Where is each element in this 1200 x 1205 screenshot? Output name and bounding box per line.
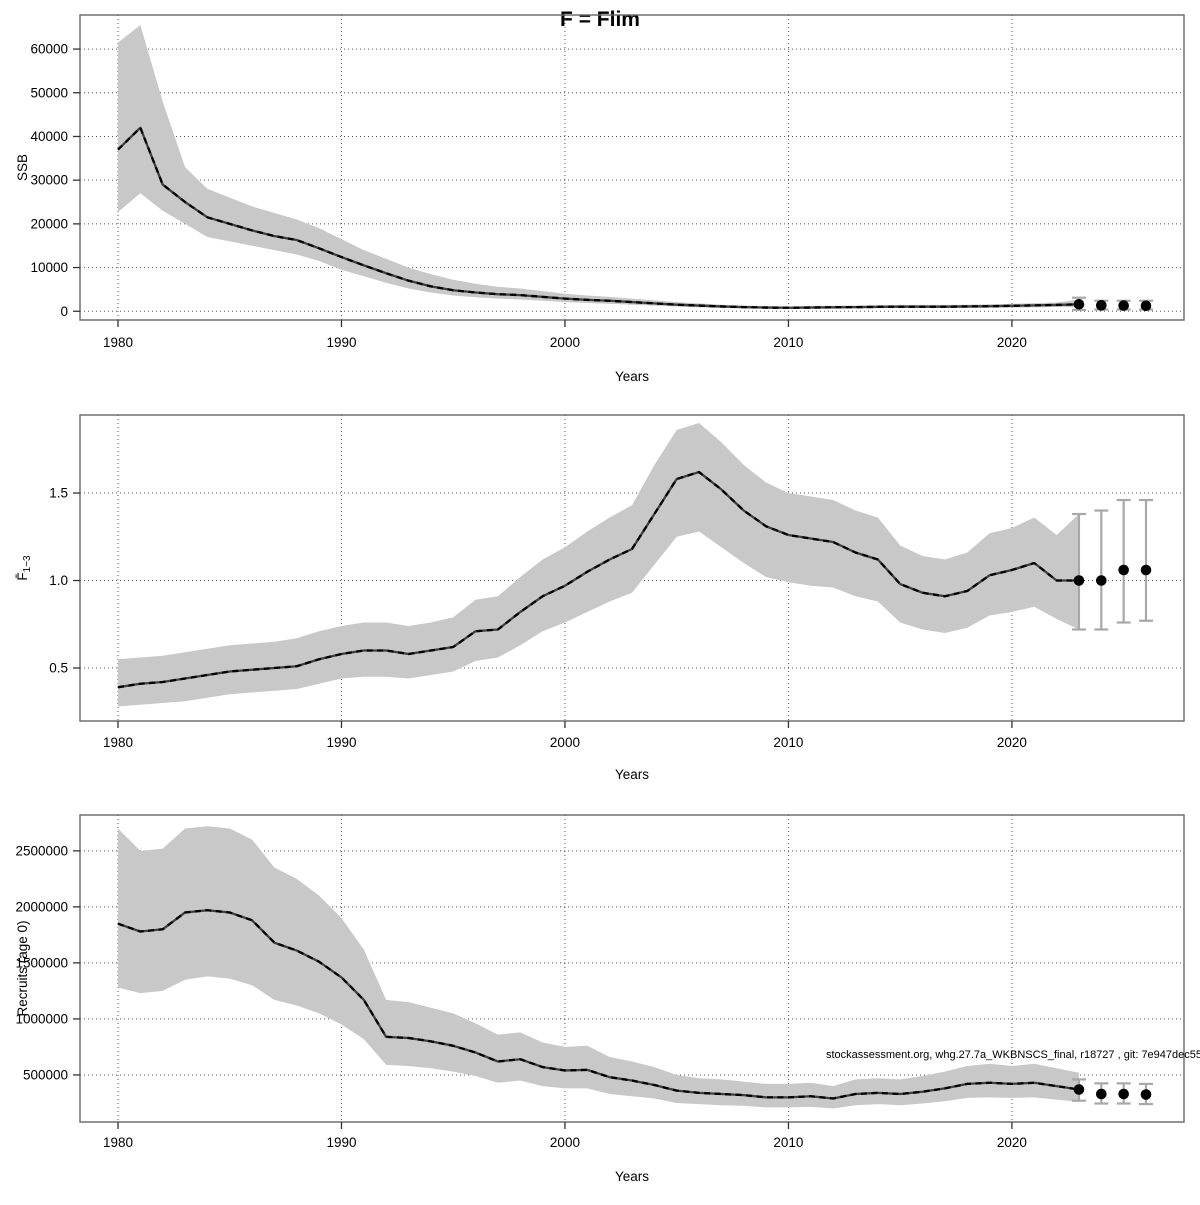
forecast-point [1140, 564, 1152, 576]
forecast-point [1118, 564, 1129, 576]
x-tick-label: 2000 [550, 335, 580, 350]
plot-box [79, 814, 1185, 1123]
x-tick-label: 1990 [326, 735, 356, 750]
x-tick-label: 2010 [773, 735, 803, 750]
forecast-point [1096, 575, 1107, 586]
plot-box [79, 14, 1185, 321]
ssb-panel-plot-area: 1980 1990 2000 2010 2020 0 10000 20000 30000 4000… [30, 14, 1185, 350]
x-tick-label: 1990 [326, 335, 356, 350]
y-tick-label: 50000 [30, 85, 68, 100]
figure-title: F = Flim [560, 8, 640, 31]
x-tick-label: 2020 [997, 735, 1027, 750]
median-line-dashes [117, 470, 1079, 689]
y-tick-label: 40000 [30, 129, 68, 144]
ssb-x-axis-label: Years [615, 369, 649, 384]
forecast-point [1118, 300, 1129, 311]
forecast-point [1073, 298, 1085, 310]
y-tick-label: 1.5 [49, 486, 68, 501]
confidence-band [117, 25, 1079, 309]
forecast-point [1140, 1089, 1152, 1100]
x-tick-label: 2020 [997, 1135, 1027, 1150]
x-tick-label: 2020 [997, 335, 1027, 350]
y-tick-label: 60000 [30, 42, 68, 57]
fbar-x-axis-label: Years [615, 767, 649, 782]
y-tick-label: 2500000 [15, 843, 68, 858]
fbar-label-main: F̄ [15, 572, 30, 580]
y-tick-label: 1500000 [15, 955, 68, 970]
confidence-band [117, 826, 1079, 1109]
forecast-point [1118, 1088, 1129, 1100]
fbar-y-axis-label: F̄1−3 [15, 555, 33, 581]
stockassessment-annotation: stockassessment.org, whg.27.7a_WKBNSCS_f… [826, 1049, 1200, 1061]
plot-box [79, 414, 1185, 722]
recruits-y-axis-label: Recruits (age 0) [15, 920, 30, 1016]
forecast-point [1096, 1088, 1107, 1100]
recruits-panel-plot-area: 1980 1990 2000 2010 2020 500000 1000000 1500000… [15, 814, 1185, 1150]
forecast-point [1140, 300, 1152, 312]
x-tick-label: 2000 [550, 1135, 580, 1150]
y-tick-label: 500000 [23, 1067, 68, 1082]
x-tick-label: 2010 [773, 335, 803, 350]
recruits-panel: 1980 1990 2000 2010 2020 500000 1000000 1500000… [15, 814, 1185, 1184]
x-tick-label: 2000 [550, 735, 580, 750]
median-line-dashes [117, 126, 1079, 309]
x-tick-label: 1980 [103, 1135, 133, 1150]
y-tick-label: 1000000 [15, 1011, 68, 1026]
y-tick-label: 0 [60, 304, 68, 319]
ssb-y-axis-label: SSB [15, 154, 30, 181]
fbar-panel-plot-area: 1980 1990 2000 2010 2020 0.5 1.0 1.5 [49, 414, 1185, 750]
recruits-x-axis-label: Years [615, 1169, 649, 1184]
y-tick-label: 2000000 [15, 899, 68, 914]
x-tick-label: 2010 [773, 1135, 803, 1150]
y-tick-label: 1.0 [49, 573, 68, 588]
y-tick-label: 0.5 [49, 660, 68, 675]
fbar-label-subscript: 1−3 [22, 555, 33, 572]
x-tick-label: 1990 [326, 1135, 356, 1150]
ssb-panel: 1980 1990 2000 2010 2020 0 10000 20000 30000 4000… [15, 14, 1185, 384]
forecast-point [1073, 575, 1085, 586]
y-tick-label: 20000 [30, 216, 68, 231]
x-tick-label: 1980 [103, 735, 133, 750]
median-line-dashes [117, 909, 1080, 1100]
forecast-point [1096, 300, 1107, 311]
y-tick-label: 10000 [30, 260, 68, 275]
x-tick-label: 1980 [103, 335, 133, 350]
y-tick-label: 30000 [30, 173, 68, 188]
fbar-panel: 1980 1990 2000 2010 2020 0.5 1.0 1.5 F̄1−3 Year… [15, 414, 1185, 782]
forecast-point [1073, 1084, 1085, 1095]
